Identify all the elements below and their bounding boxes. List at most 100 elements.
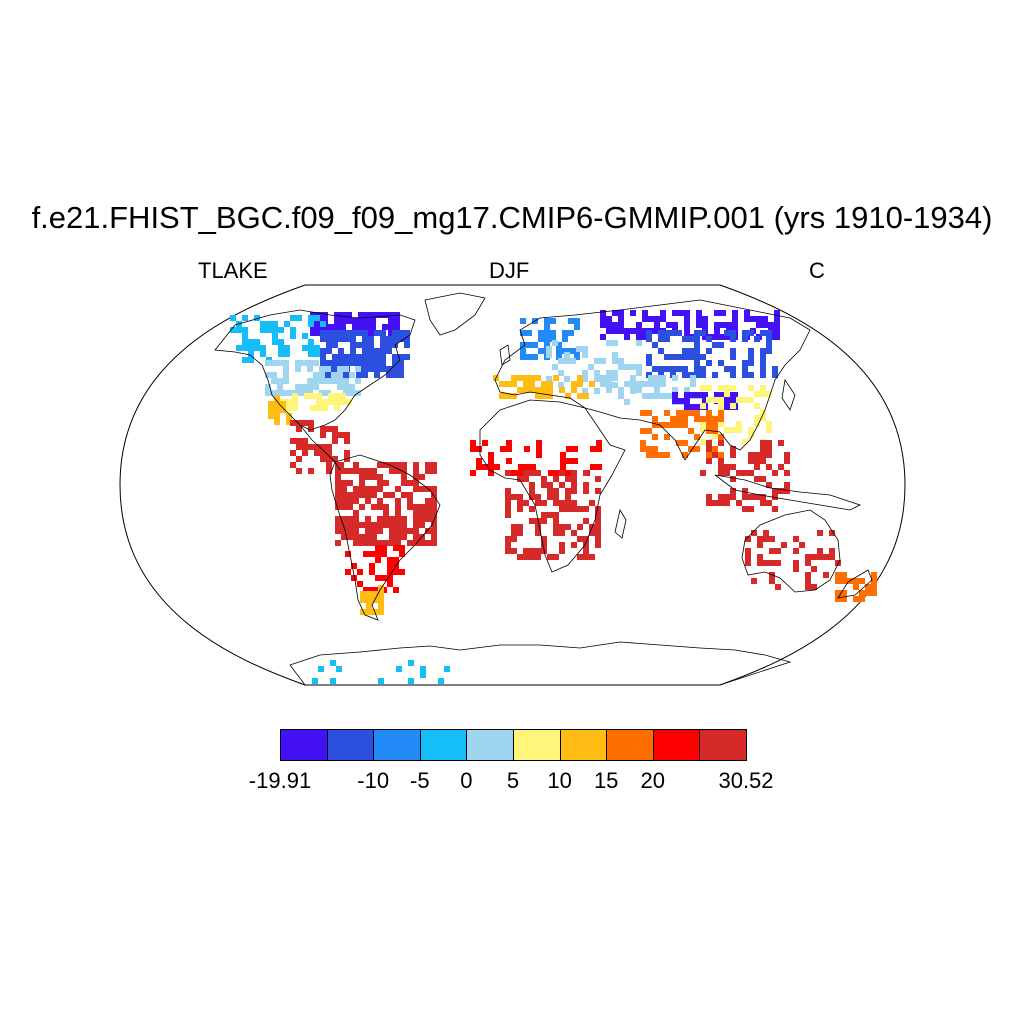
grid-cell-siberia [654,328,660,334]
grid-cell-australia [757,536,763,542]
grid-cell-central-america [320,444,326,450]
grid-cell-central-africa [535,500,541,506]
grid-cell-southeast-asia [772,494,778,500]
grid-cell-south-america-south [351,563,357,569]
grid-cell-canada-shield [404,354,410,360]
grid-cell-north-america-mid [271,378,277,384]
grid-cell-siberia [624,334,630,340]
grid-cell-canada-shield [398,336,404,342]
grid-cell-europe [546,346,552,352]
grid-cell-india [700,416,706,422]
grid-cell-north-america-cold [248,345,254,351]
grid-cell-southeast-asia [766,440,772,446]
grid-cell-central-asia [624,381,630,387]
grid-cell-europe [546,376,552,382]
grid-cell-north-america-mid [319,378,325,384]
grid-cell-mediterranean [547,381,553,387]
grid-cell-australia [829,554,835,560]
grid-cell-russia [694,330,700,336]
grid-cell-india [718,416,724,422]
grid-cell-amazon [431,468,437,474]
grid-cell-scandinavia [556,354,562,360]
grid-cell-amazon [431,540,437,546]
grid-cell-russia [742,330,748,336]
grid-cell-sahel [560,452,566,458]
grid-cell-canada-shield [392,330,398,336]
grid-cell-india [646,446,652,452]
grid-cell-australia [757,554,763,560]
grid-cell-australia [757,542,763,548]
grid-cell-canada-shield [350,330,356,336]
grid-cell-central-africa [547,482,553,488]
grid-cell-china-east [718,403,724,409]
grid-cell-amazon [413,516,419,522]
grid-cell-canada-shield [380,342,386,348]
grid-cell-patagonia [366,597,372,603]
grid-cell-amazon [359,468,365,474]
grid-cell-scandinavia [568,318,574,324]
grid-cell-central-asia [618,387,624,393]
grid-cell-europe [618,358,624,364]
grid-cell-scandinavia [574,318,580,324]
grid-cell-siberia [720,310,726,316]
grid-cell-russia [670,366,676,372]
grid-cell-central-africa [517,524,523,530]
grid-cell-central-africa [559,470,565,476]
grid-cell-canada-shield [398,330,404,336]
grid-cell-europe [582,346,588,352]
grid-cell-central-asia [630,375,636,381]
grid-cell-southeast-asia [718,470,724,476]
grid-cell-central-africa [583,554,589,560]
grid-cell-amazon [341,492,347,498]
grid-cell-new-zealand [859,578,865,584]
grid-cell-russia [748,348,754,354]
grid-cell-us-south [316,399,322,405]
grid-cell-mediterranean [523,381,529,387]
grid-cell-north-america-cold [260,351,266,357]
grid-cell-central-africa [505,494,511,500]
grid-cell-amazon [359,504,365,510]
grid-cell-australia [751,578,757,584]
grid-cell-us-south [310,405,316,411]
grid-cell-north-america-mid [337,372,343,378]
grid-cell-siberia [648,316,654,322]
grid-cell-south-america-south [387,575,393,581]
grid-cell-siberia [642,316,648,322]
grid-cell-russia [694,354,700,360]
grid-cell-siberia [654,316,660,322]
grid-cell-amazon [335,474,341,480]
grid-cell-australia [829,530,835,536]
grid-cell-sahel [596,446,602,452]
grid-cell-canada-shield [386,336,392,342]
grid-cell-india [712,446,718,452]
grid-cell-southeast-asia [706,446,712,452]
grid-cell-southeast-asia [784,482,790,488]
grid-cell-canada-shield [326,336,332,342]
grid-cell-central-africa [523,500,529,506]
grid-cell-central-asia [654,375,660,381]
colorbar-swatch [326,729,375,761]
grid-cell-southeast-asia [748,506,754,512]
grid-cell-india [652,422,658,428]
grid-cell-india [676,410,682,416]
grid-cell-australia [811,554,817,560]
grid-cell-amazon [413,522,419,528]
grid-cell-north-america-mid [277,360,283,366]
grid-cell-north-america-mid [265,360,271,366]
grid-cell-central-africa [559,530,565,536]
grid-cell-southeast-asia [700,470,706,476]
grid-cell-north-america-mid [313,360,319,366]
grid-cell-southeast-asia [754,452,760,458]
grid-cell-china-east [724,427,730,433]
grid-cell-amazon [347,468,353,474]
grid-cell-amazon [413,480,419,486]
grid-cell-amazon [401,528,407,534]
grid-cell-australia [829,548,835,554]
grid-cell-australia [757,560,763,566]
grid-cell-central-africa [571,470,577,476]
grid-cell-china-east [730,403,736,409]
grid-cell-central-africa [553,488,559,494]
grid-cell-central-asia [690,375,696,381]
grid-cell-central-asia [654,393,660,399]
grid-cell-canada-shield [398,354,404,360]
